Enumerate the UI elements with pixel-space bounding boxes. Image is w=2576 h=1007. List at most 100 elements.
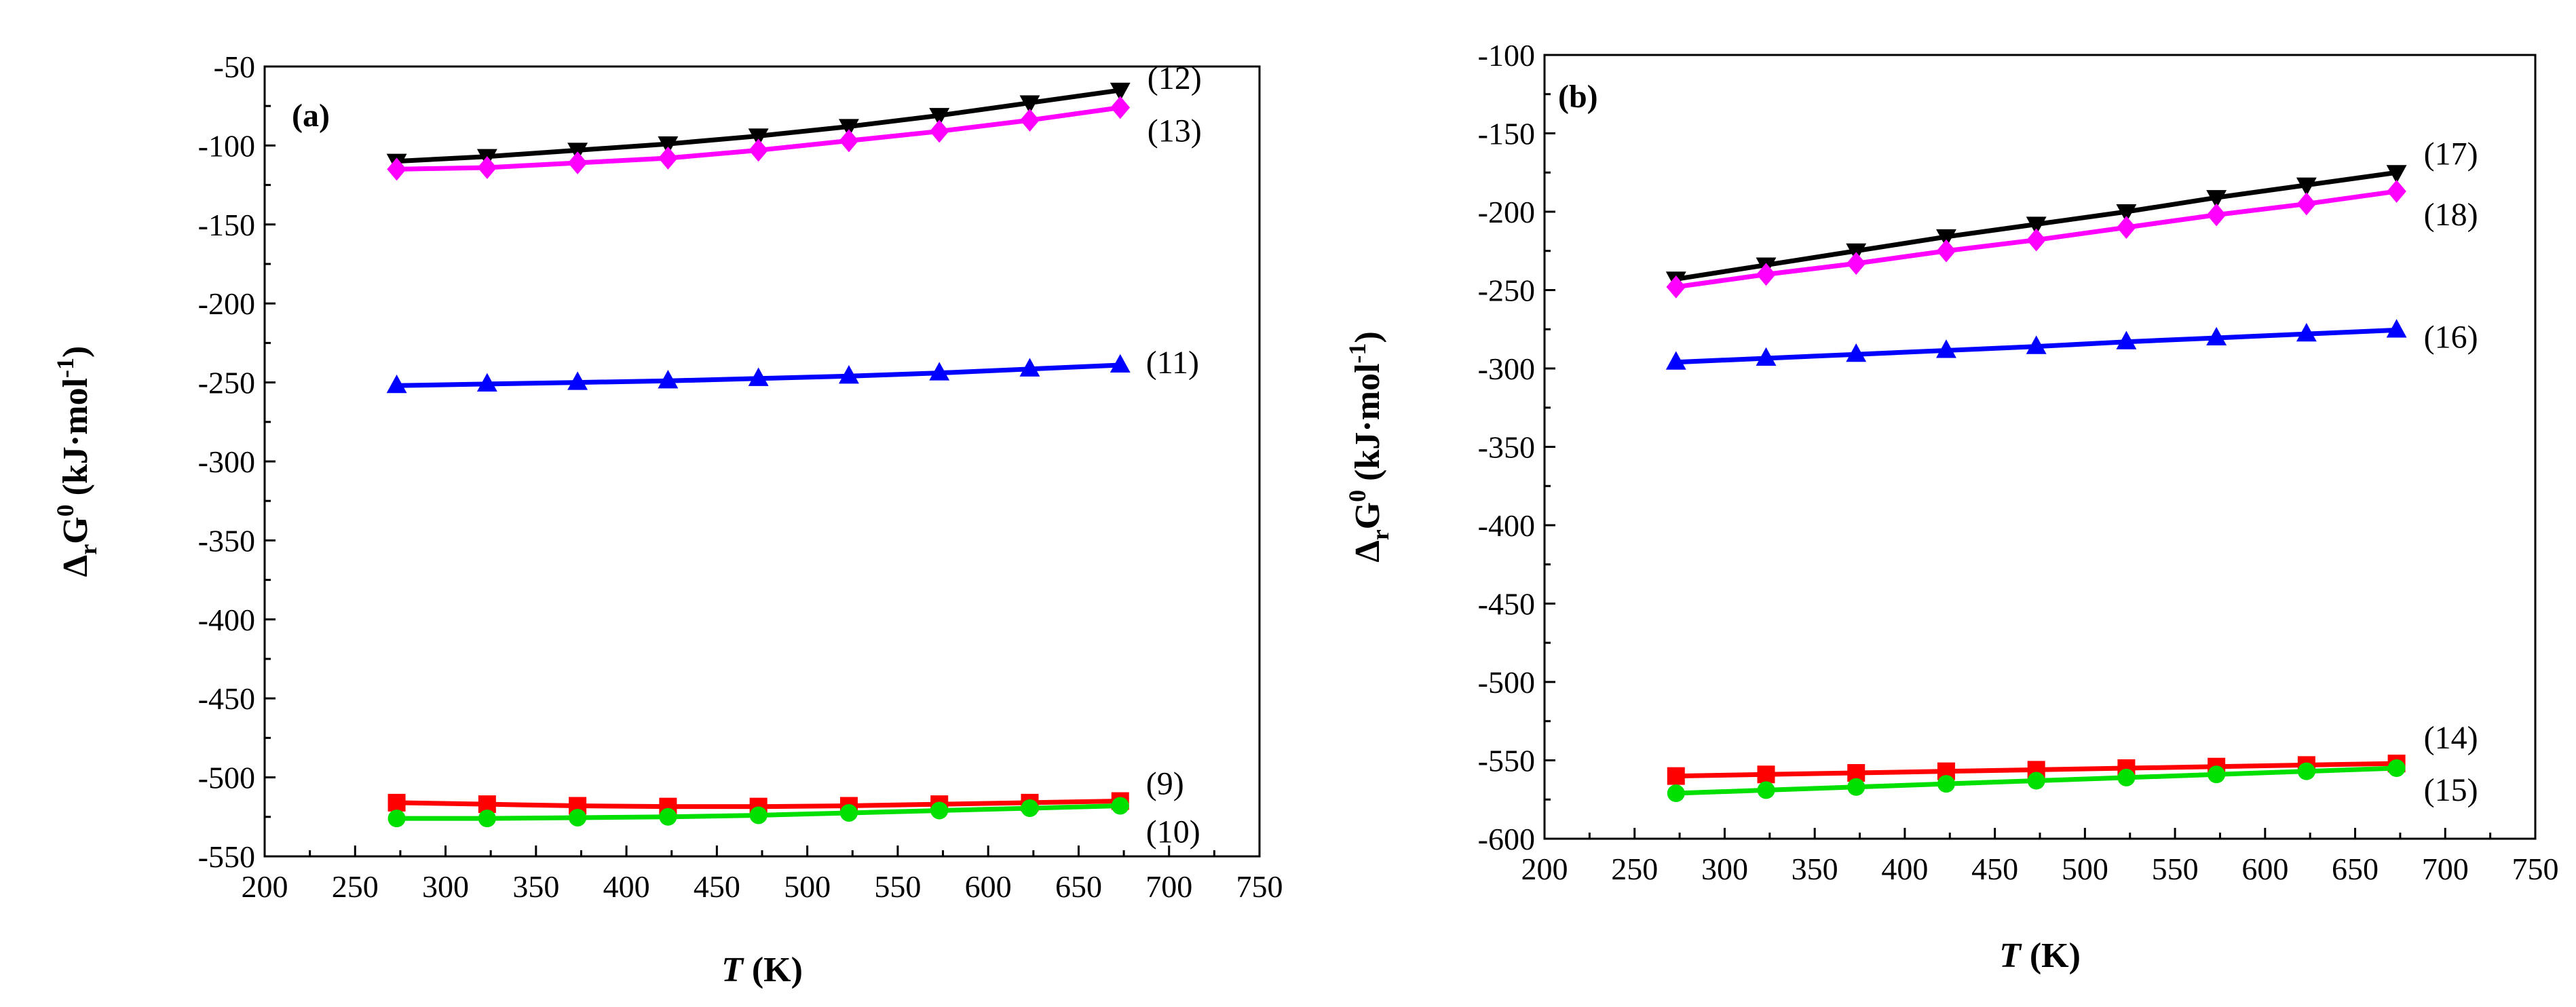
x-tick-label: 250 — [332, 869, 379, 904]
data-point — [839, 803, 858, 822]
x-tick-label: 750 — [1236, 869, 1283, 904]
x-tick-label: 250 — [1611, 852, 1658, 886]
data-point — [1021, 799, 1039, 817]
data-point — [1110, 82, 1131, 102]
y-tick-label: -300 — [1478, 352, 1535, 386]
chart-panel-a: 200 250 300 350 400 450 500 550 600 650 700 750 -550… — [52, 50, 1283, 989]
x-tick-label: 700 — [2422, 852, 2469, 886]
y-tick-label: -600 — [1478, 822, 1535, 856]
data-point — [1667, 784, 1685, 803]
series-label: (16) — [2424, 319, 2478, 355]
x-axis-title: T (K) — [1999, 936, 2081, 975]
data-point — [1667, 767, 1685, 785]
x-tick-label: 300 — [422, 869, 469, 904]
data-point — [838, 365, 859, 384]
data-point — [1936, 339, 1956, 358]
data-point — [2296, 177, 2317, 196]
y-tick-label: -450 — [198, 681, 255, 716]
y-tick-label: -500 — [1478, 665, 1535, 700]
data-point — [2117, 216, 2136, 239]
data-point — [2208, 765, 2226, 784]
data-point — [1110, 96, 1131, 119]
y-tick-label: -100 — [1478, 38, 1535, 73]
data-point — [658, 370, 679, 389]
y-tick-label: -400 — [1478, 508, 1535, 543]
y-axis-title: ΔrG0 (kJ·mol-1) — [1344, 331, 1394, 563]
x-tick-label: 600 — [965, 869, 1012, 904]
data-point — [2386, 319, 2407, 338]
series-label: (17) — [2424, 136, 2478, 172]
y-tick-label: -150 — [1478, 117, 1535, 151]
x-tick-label: 200 — [242, 869, 288, 904]
data-point — [1020, 109, 1040, 132]
y-tick-label: -550 — [198, 839, 255, 874]
series-12: (12) — [386, 60, 1202, 172]
x-tick-label: 750 — [2512, 852, 2559, 886]
data-point — [748, 367, 769, 386]
data-point — [2206, 190, 2227, 209]
data-point — [1936, 229, 1956, 248]
data-point — [477, 156, 497, 179]
data-point — [387, 793, 406, 812]
data-point — [2206, 326, 2227, 346]
data-point — [1937, 762, 1955, 780]
y-tick-label: -250 — [1478, 273, 1535, 308]
data-point — [387, 810, 406, 828]
series-10: (10) — [387, 797, 1200, 850]
data-point — [930, 801, 949, 820]
x-tick-label: 350 — [1792, 852, 1838, 886]
y-tick-label: -350 — [1478, 430, 1535, 465]
series-label: (13) — [1148, 113, 1202, 149]
x-tick-label: 350 — [512, 869, 559, 904]
data-point — [748, 128, 769, 147]
x-tick-label: 400 — [603, 869, 650, 904]
data-point — [1019, 95, 1040, 114]
data-point — [567, 371, 588, 390]
x-tick-label: 450 — [694, 869, 740, 904]
y-tick-label: -400 — [198, 603, 255, 637]
panel-label: (a) — [292, 98, 330, 134]
data-point — [478, 810, 496, 828]
x-axis-title: T (K) — [721, 951, 803, 989]
y-tick-label: -150 — [198, 208, 255, 242]
x-tick-label: 400 — [1881, 852, 1928, 886]
chart-panel-b: 200 250 300 350 400 450 500 550 600 650 700 750 -600… — [1344, 38, 2559, 975]
y-tick-label: -100 — [198, 128, 255, 163]
data-point — [1847, 763, 1865, 782]
series-14: (14) — [1667, 720, 2478, 785]
data-point — [1846, 252, 1866, 276]
data-point — [567, 151, 588, 174]
y-tick-label: -200 — [1478, 195, 1535, 229]
series-label: (10) — [1146, 814, 1200, 850]
series-15: (15) — [1667, 759, 2478, 808]
data-point — [1936, 239, 1956, 263]
data-point — [1757, 765, 1775, 784]
data-point — [2116, 204, 2137, 223]
data-point — [1757, 781, 1775, 799]
series-13: (13) — [387, 96, 1202, 181]
data-point — [658, 147, 678, 170]
data-point — [2027, 772, 2045, 790]
y-tick-label: -250 — [198, 366, 255, 400]
data-point — [386, 375, 407, 394]
panel-label: (b) — [1558, 79, 1598, 115]
x-tick-label: 600 — [2241, 852, 2288, 886]
data-point — [2026, 216, 2047, 235]
x-tick-label: 550 — [2152, 852, 2199, 886]
data-point — [838, 119, 859, 138]
data-point — [2026, 228, 2046, 252]
series-11: (11) — [386, 345, 1199, 394]
data-point — [1111, 797, 1129, 815]
x-tick-label: 700 — [1145, 869, 1192, 904]
x-tick-label: 300 — [1701, 852, 1748, 886]
data-point — [2387, 180, 2406, 203]
series-label: (14) — [2424, 720, 2478, 756]
data-point — [2117, 768, 2136, 786]
data-point — [2206, 203, 2227, 227]
data-point — [2296, 322, 2317, 342]
y-tick-label: -300 — [198, 444, 255, 479]
data-point — [1110, 354, 1131, 373]
data-point — [2297, 762, 2315, 780]
data-point — [929, 108, 950, 127]
